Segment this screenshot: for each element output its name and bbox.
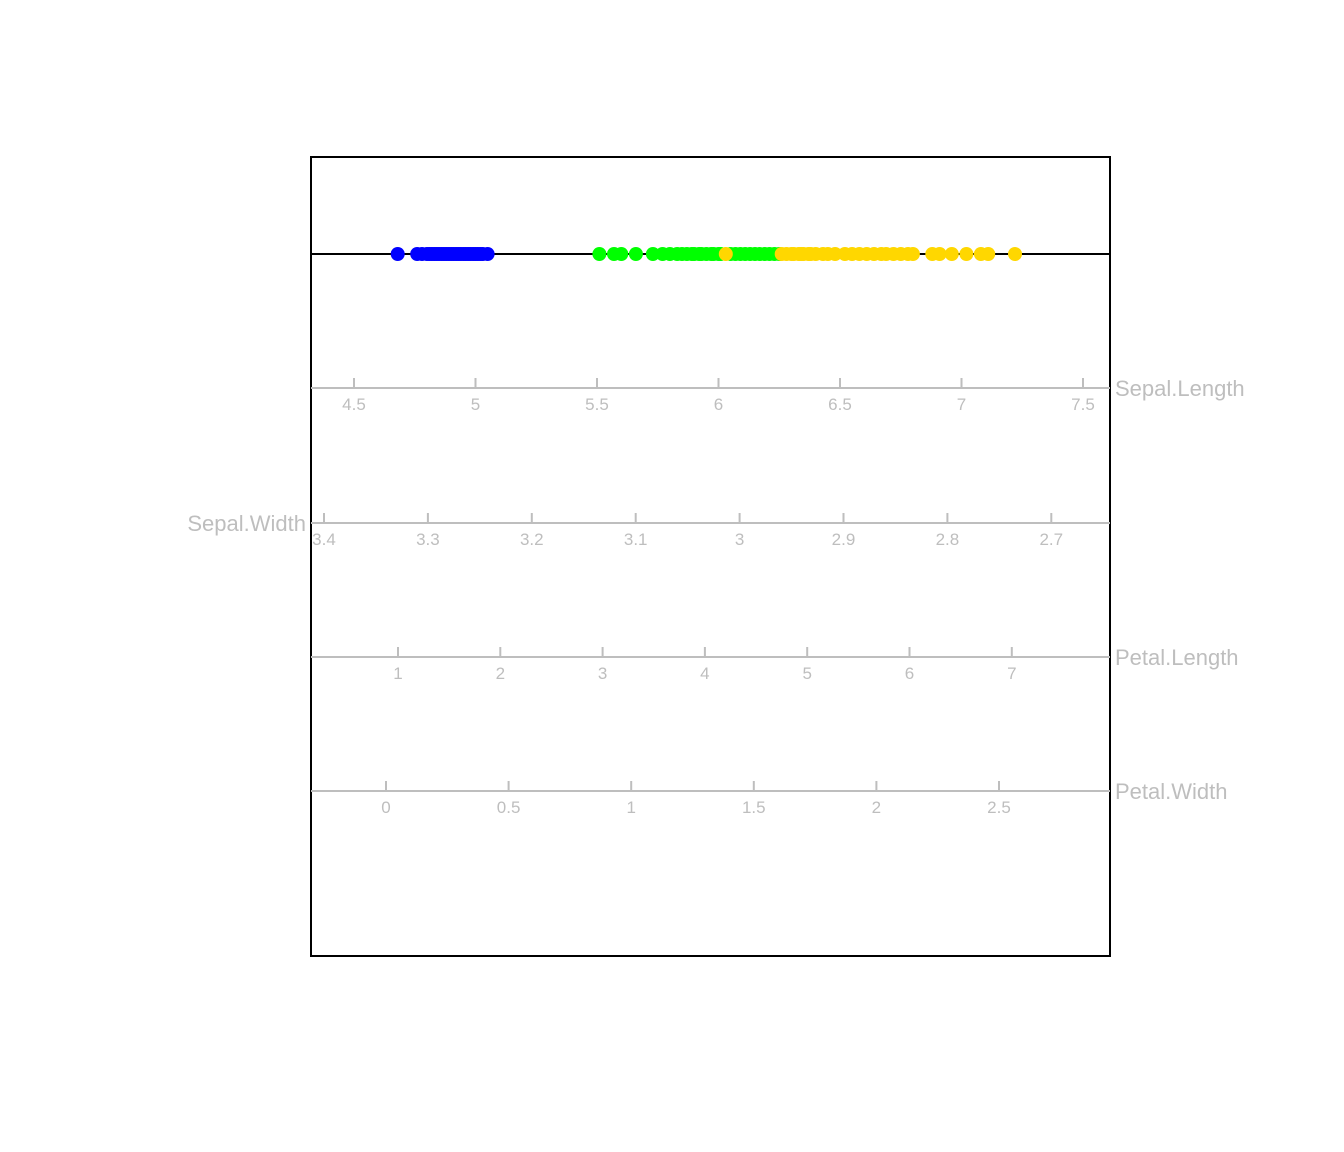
tick-label: 5 — [471, 395, 480, 414]
data-point — [614, 247, 629, 261]
tick-label: 3 — [598, 664, 607, 683]
tick-label: 1 — [393, 664, 402, 683]
data-point — [628, 247, 643, 261]
tick-label: 2.8 — [936, 530, 960, 549]
tick-label: 7.5 — [1071, 395, 1095, 414]
tick-label: 2 — [872, 798, 881, 817]
tick-label: 3.3 — [416, 530, 440, 549]
data-point — [905, 247, 920, 261]
data-point — [592, 247, 607, 261]
tick-label: 4.5 — [342, 395, 366, 414]
data-point — [1008, 247, 1022, 261]
tick-label: 1.5 — [742, 798, 766, 817]
axis-petal-width: 0 0.5 1 1.5 2 2.5 Petal.Width — [311, 779, 1228, 817]
tick-label: 6 — [714, 395, 723, 414]
tick-label: 7 — [957, 395, 966, 414]
data-point — [932, 247, 947, 261]
tick-label: 3.1 — [624, 530, 648, 549]
points-layer — [390, 247, 1022, 261]
tick-label: 2 — [496, 664, 505, 683]
data-point — [645, 247, 660, 261]
data-point — [480, 247, 495, 261]
tick-label: 7 — [1007, 664, 1016, 683]
axis-name: Sepal.Width — [187, 511, 306, 536]
data-point — [828, 247, 843, 261]
tick-label: 2.7 — [1039, 530, 1063, 549]
tick-label: 6 — [905, 664, 914, 683]
plot-frame — [310, 156, 1111, 957]
tick-label: 2.9 — [832, 530, 856, 549]
data-point — [718, 247, 733, 261]
tick-label: 3.2 — [520, 530, 544, 549]
axis-name: Petal.Width — [1115, 779, 1228, 804]
data-point — [390, 247, 405, 261]
data-point — [959, 247, 974, 261]
data-point — [944, 247, 959, 261]
axis-sepal-width: 3.4 3.3 3.2 3.1 3 2.9 2.8 2.7 Sepal.Width — [187, 511, 1110, 549]
axis-petal-length: 1 2 3 4 5 6 7 Petal.Length — [311, 645, 1239, 683]
tick-label: 2.5 — [987, 798, 1011, 817]
axis-name: Petal.Length — [1115, 645, 1239, 670]
tick-label: 6.5 — [828, 395, 852, 414]
data-point — [981, 247, 996, 261]
tick-label: 3 — [735, 530, 744, 549]
tick-label: 5.5 — [585, 395, 609, 414]
tick-label: 0.5 — [497, 798, 521, 817]
tick-label: 3.4 — [312, 530, 336, 549]
axis-sepal-length: 4.5 5 5.5 6 6.5 7 7.5 Sepal.Length — [311, 376, 1245, 414]
tick-label: 4 — [700, 664, 709, 683]
tick-label: 5 — [802, 664, 811, 683]
tick-label: 1 — [626, 798, 635, 817]
tick-label: 0 — [381, 798, 390, 817]
axis-name: Sepal.Length — [1115, 376, 1245, 401]
